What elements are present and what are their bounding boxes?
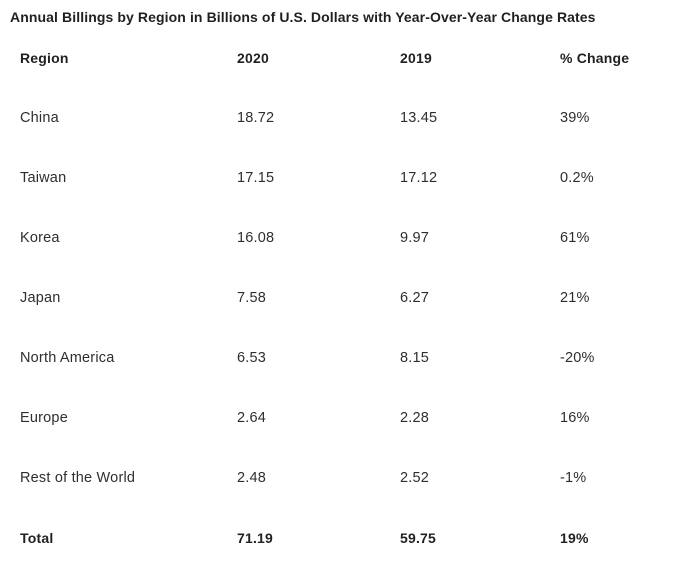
table-row: North America 6.53 8.15 -20% bbox=[0, 328, 700, 388]
table-row: China 18.72 13.45 39% bbox=[0, 88, 700, 148]
region-cell: Taiwan bbox=[20, 170, 67, 186]
billings-table: Region 2020 2019 % Change China 18.72 13… bbox=[0, 28, 700, 567]
region-cell: Rest of the World bbox=[20, 470, 136, 486]
value-2020-cell: 17.15 bbox=[237, 170, 275, 186]
value-2020-cell: 2.48 bbox=[237, 470, 267, 486]
value-2019-cell: 8.15 bbox=[400, 350, 430, 366]
value-2019-cell: 2.28 bbox=[400, 410, 430, 426]
total-2019-cell: 59.75 bbox=[400, 530, 437, 546]
table-title: Annual Billings by Region in Billions of… bbox=[10, 9, 596, 25]
table-total-row: Total 71.19 59.75 19% bbox=[0, 508, 700, 567]
table-row: Rest of the World 2.48 2.52 -1% bbox=[0, 448, 700, 508]
region-cell: Japan bbox=[20, 290, 61, 306]
region-cell: China bbox=[20, 110, 59, 126]
value-2019-cell: 6.27 bbox=[400, 290, 430, 306]
region-cell: North America bbox=[20, 350, 115, 366]
table-row: Europe 2.64 2.28 16% bbox=[0, 388, 700, 448]
change-cell: 16% bbox=[560, 410, 590, 426]
value-2020-cell: 2.64 bbox=[237, 410, 267, 426]
column-header-2019: 2019 bbox=[400, 50, 432, 66]
region-cell: Europe bbox=[20, 410, 68, 426]
value-2020-cell: 16.08 bbox=[237, 230, 275, 246]
value-2020-cell: 7.58 bbox=[237, 290, 267, 306]
change-cell: -20% bbox=[560, 350, 595, 366]
column-header-region: Region bbox=[20, 50, 69, 66]
total-change-cell: 19% bbox=[560, 530, 589, 546]
table-row: Japan 7.58 6.27 21% bbox=[0, 268, 700, 328]
value-2019-cell: 2.52 bbox=[400, 470, 430, 486]
table-row: Taiwan 17.15 17.12 0.2% bbox=[0, 148, 700, 208]
value-2020-cell: 6.53 bbox=[237, 350, 267, 366]
total-region-cell: Total bbox=[20, 530, 54, 546]
value-2019-cell: 13.45 bbox=[400, 110, 438, 126]
change-cell: 21% bbox=[560, 290, 590, 306]
table-rows: China 18.72 13.45 39% Taiwan 17.15 17.12… bbox=[0, 88, 700, 508]
change-cell: 61% bbox=[560, 230, 590, 246]
value-2019-cell: 9.97 bbox=[400, 230, 430, 246]
region-cell: Korea bbox=[20, 230, 60, 246]
change-cell: 0.2% bbox=[560, 170, 594, 186]
value-2019-cell: 17.12 bbox=[400, 170, 438, 186]
change-cell: 39% bbox=[560, 110, 590, 126]
change-cell: -1% bbox=[560, 470, 587, 486]
value-2020-cell: 18.72 bbox=[237, 110, 275, 126]
table-header-row: Region 2020 2019 % Change bbox=[0, 28, 700, 88]
table-row: Korea 16.08 9.97 61% bbox=[0, 208, 700, 268]
column-header-change: % Change bbox=[560, 50, 630, 66]
total-2020-cell: 71.19 bbox=[237, 530, 274, 546]
column-header-2020: 2020 bbox=[237, 50, 269, 66]
